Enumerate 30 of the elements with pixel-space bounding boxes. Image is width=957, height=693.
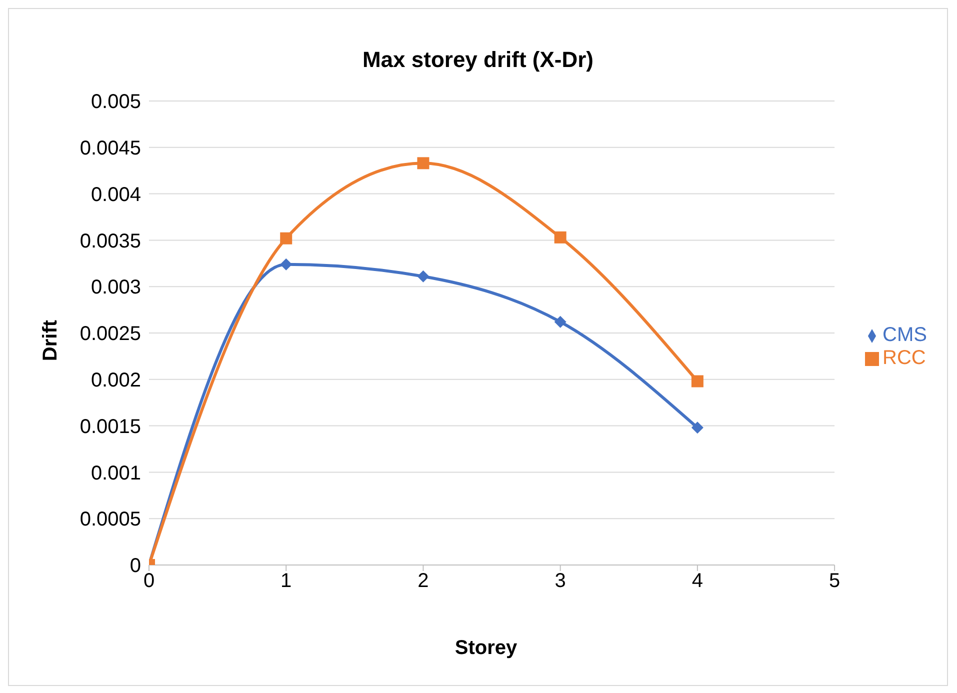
chart-title: Max storey drift (X-Dr) (361, 47, 595, 73)
y-tick-label: 0.0005 (80, 508, 141, 531)
y-tick-label: 0.002 (90, 370, 141, 392)
y-tick-label: 0.003 (90, 276, 141, 299)
point (417, 157, 430, 170)
point (691, 422, 704, 434)
y-axis-title: Drift (40, 318, 62, 364)
legend-label: CMS (882, 324, 927, 346)
y-tick-label: 0.0015 (80, 416, 141, 438)
x-tick-label: 4 (692, 570, 703, 592)
x-tick-label: 2 (418, 570, 429, 592)
point (554, 231, 566, 244)
point (554, 316, 566, 328)
point (417, 270, 430, 282)
point (691, 375, 704, 388)
legend-label: RCC (882, 347, 926, 369)
x-axis-title: Storey (454, 637, 518, 660)
y-tick-label: 0.005 (90, 91, 141, 114)
y-tick-label: 0.0035 (80, 230, 141, 252)
x-tick-label: 0 (143, 570, 155, 592)
point (280, 258, 292, 270)
y-tick-label: 0.004 (90, 184, 141, 206)
y-tick-label: 0 (130, 555, 141, 578)
x-tick-label: 1 (280, 570, 292, 592)
x-tick-label: 5 (828, 570, 840, 592)
y-tick-label: 0.0045 (80, 138, 141, 160)
x-tick-label: 3 (554, 570, 566, 592)
point (280, 232, 292, 244)
y-tick-label: 0.001 (90, 462, 141, 484)
y-tick-label: 0.0025 (80, 323, 141, 346)
